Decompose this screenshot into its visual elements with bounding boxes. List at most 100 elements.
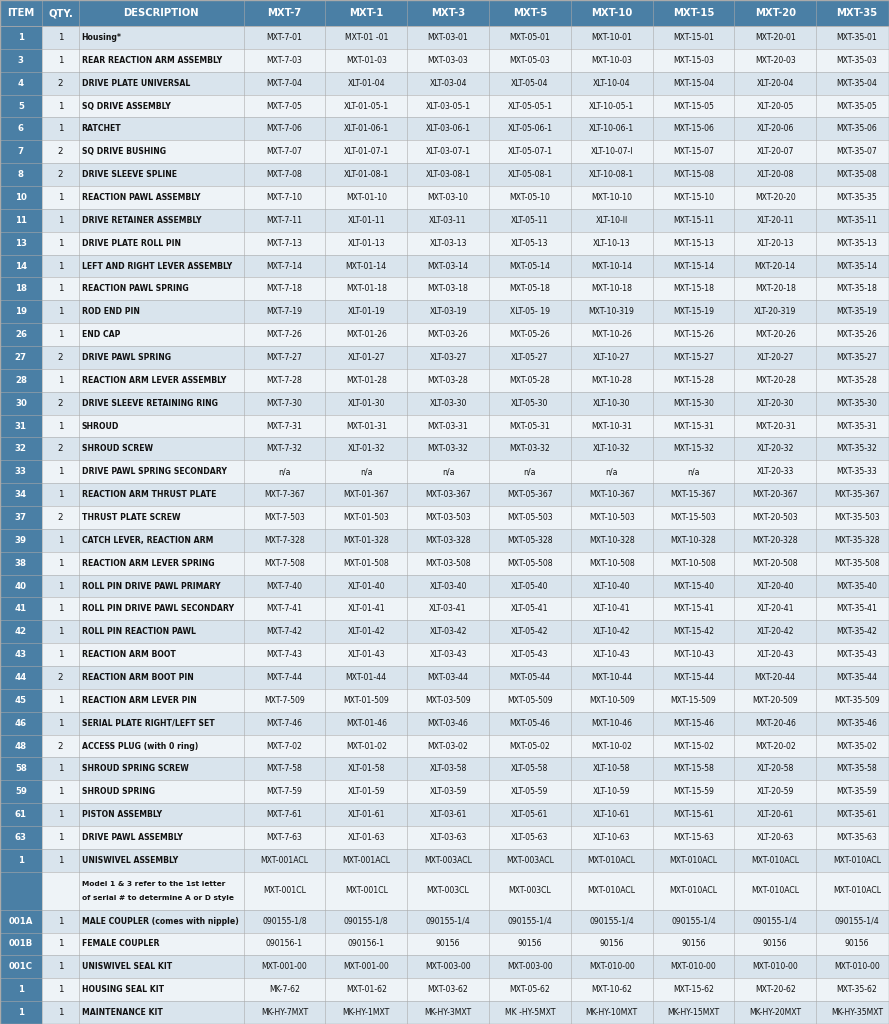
Text: MXT-010ACL: MXT-010ACL xyxy=(669,856,717,865)
Text: XLT-10-II: XLT-10-II xyxy=(596,216,628,225)
Bar xyxy=(0,415,889,437)
Bar xyxy=(0,49,42,72)
Text: MXT-003-00: MXT-003-00 xyxy=(507,963,553,972)
Text: MXT-35-328: MXT-35-328 xyxy=(834,536,880,545)
Text: 7: 7 xyxy=(18,147,24,157)
Text: MXT-05-44: MXT-05-44 xyxy=(509,673,550,682)
Text: MK-HY-15MXT: MK-HY-15MXT xyxy=(668,1008,719,1017)
Bar xyxy=(0,978,889,1001)
Text: MXT-01-14: MXT-01-14 xyxy=(346,261,387,270)
Text: MXT-7-19: MXT-7-19 xyxy=(267,307,302,316)
Text: MXT-05-503: MXT-05-503 xyxy=(507,513,553,522)
Bar xyxy=(0,734,42,758)
Text: MXT-7-61: MXT-7-61 xyxy=(267,810,302,819)
Text: MXT-35-03: MXT-35-03 xyxy=(837,55,877,65)
Bar xyxy=(0,72,42,94)
Text: CATCH LEVER, REACTION ARM: CATCH LEVER, REACTION ARM xyxy=(82,536,213,545)
Text: MXT-7-328: MXT-7-328 xyxy=(264,536,305,545)
Text: 30: 30 xyxy=(15,398,27,408)
Text: MXT-03-44: MXT-03-44 xyxy=(428,673,469,682)
Text: 3: 3 xyxy=(18,55,24,65)
Text: XLT-10-07-l: XLT-10-07-l xyxy=(590,147,633,157)
Text: MXT-10-14: MXT-10-14 xyxy=(591,261,632,270)
Text: 1: 1 xyxy=(58,101,63,111)
Text: MXT-35-30: MXT-35-30 xyxy=(837,398,877,408)
Text: 40: 40 xyxy=(15,582,27,591)
Text: MXT-7-367: MXT-7-367 xyxy=(264,490,305,499)
Bar xyxy=(0,849,42,871)
Text: XLT-01-43: XLT-01-43 xyxy=(348,650,385,659)
Text: MXT-003ACL: MXT-003ACL xyxy=(424,856,472,865)
Text: XLT-20-40: XLT-20-40 xyxy=(757,582,794,591)
Bar xyxy=(0,689,42,712)
Text: 38: 38 xyxy=(15,559,27,567)
Text: XLT-20-63: XLT-20-63 xyxy=(757,833,794,842)
Text: MXT-7-28: MXT-7-28 xyxy=(267,376,302,385)
Text: Housing*: Housing* xyxy=(82,33,122,42)
Text: MXT-35-33: MXT-35-33 xyxy=(837,467,877,476)
Text: 10: 10 xyxy=(15,193,27,202)
Text: 090155-1/4: 090155-1/4 xyxy=(753,916,797,926)
Text: MXT-7-01: MXT-7-01 xyxy=(267,33,302,42)
Text: 1: 1 xyxy=(58,536,63,545)
Text: MXT-010ACL: MXT-010ACL xyxy=(833,856,881,865)
Text: MXT-01-10: MXT-01-10 xyxy=(346,193,387,202)
Text: 1: 1 xyxy=(58,765,63,773)
Text: XLT-05-42: XLT-05-42 xyxy=(511,628,549,636)
Text: XLT-20-61: XLT-20-61 xyxy=(757,810,794,819)
Text: XLT-05-58: XLT-05-58 xyxy=(511,765,549,773)
Text: n/a: n/a xyxy=(360,467,372,476)
Text: ROD END PIN: ROD END PIN xyxy=(82,307,140,316)
Text: 37: 37 xyxy=(15,513,27,522)
Text: MXT-001-00: MXT-001-00 xyxy=(261,963,308,972)
Text: MXT-15-13: MXT-15-13 xyxy=(673,239,714,248)
Text: MXT-35-07: MXT-35-07 xyxy=(837,147,877,157)
Text: 32: 32 xyxy=(15,444,27,454)
Bar xyxy=(0,871,889,909)
Text: XLT-20-13: XLT-20-13 xyxy=(757,239,794,248)
Text: MXT-35-28: MXT-35-28 xyxy=(837,376,877,385)
Text: MXT-35-42: MXT-35-42 xyxy=(837,628,877,636)
Text: XLT-05-06-1: XLT-05-06-1 xyxy=(508,124,552,133)
Bar xyxy=(0,231,889,255)
Text: XLT-03-19: XLT-03-19 xyxy=(429,307,467,316)
Text: 090156-1: 090156-1 xyxy=(266,939,303,948)
Text: XLT-03-30: XLT-03-30 xyxy=(429,398,467,408)
Text: MXT-05-509: MXT-05-509 xyxy=(507,696,553,705)
Text: MXT-15-01: MXT-15-01 xyxy=(673,33,714,42)
Text: MXT-03-02: MXT-03-02 xyxy=(428,741,469,751)
Text: REACTION ARM LEVER PIN: REACTION ARM LEVER PIN xyxy=(82,696,196,705)
Bar xyxy=(0,597,889,621)
Text: XLT-01-19: XLT-01-19 xyxy=(348,307,385,316)
Text: 33: 33 xyxy=(15,467,27,476)
Text: 2: 2 xyxy=(58,353,63,361)
Bar xyxy=(0,163,889,186)
Text: MXT-15-11: MXT-15-11 xyxy=(673,216,714,225)
Text: MALE COUPLER (comes with nipple): MALE COUPLER (comes with nipple) xyxy=(82,916,238,926)
Text: XLT-20-319: XLT-20-319 xyxy=(754,307,797,316)
Text: 1: 1 xyxy=(58,376,63,385)
Text: XLT-01-27: XLT-01-27 xyxy=(348,353,385,361)
Text: REACTION ARM LEVER ASSEMBLY: REACTION ARM LEVER ASSEMBLY xyxy=(82,376,226,385)
Text: MXT-010-00: MXT-010-00 xyxy=(670,963,717,972)
Text: XLT-10-32: XLT-10-32 xyxy=(593,444,630,454)
Text: MXT-03-03: MXT-03-03 xyxy=(428,55,469,65)
Bar xyxy=(0,506,889,529)
Text: MXT-03-62: MXT-03-62 xyxy=(428,985,469,994)
Text: MXT-10-62: MXT-10-62 xyxy=(591,985,632,994)
Text: 1: 1 xyxy=(58,559,63,567)
Text: MXT-05-46: MXT-05-46 xyxy=(509,719,550,728)
Text: XLT-10-61: XLT-10-61 xyxy=(593,810,630,819)
Bar xyxy=(0,278,42,300)
Bar xyxy=(0,871,42,909)
Bar xyxy=(0,231,42,255)
Text: MXT-35-32: MXT-35-32 xyxy=(837,444,877,454)
Text: XLT-01-32: XLT-01-32 xyxy=(348,444,385,454)
Text: XLT-05-04: XLT-05-04 xyxy=(511,79,549,88)
Text: 1: 1 xyxy=(18,985,24,994)
Text: 41: 41 xyxy=(15,604,27,613)
Text: 28: 28 xyxy=(15,376,27,385)
Text: MXT-35-14: MXT-35-14 xyxy=(837,261,877,270)
Text: MXT-15-19: MXT-15-19 xyxy=(673,307,714,316)
Text: MXT-7-06: MXT-7-06 xyxy=(267,124,302,133)
